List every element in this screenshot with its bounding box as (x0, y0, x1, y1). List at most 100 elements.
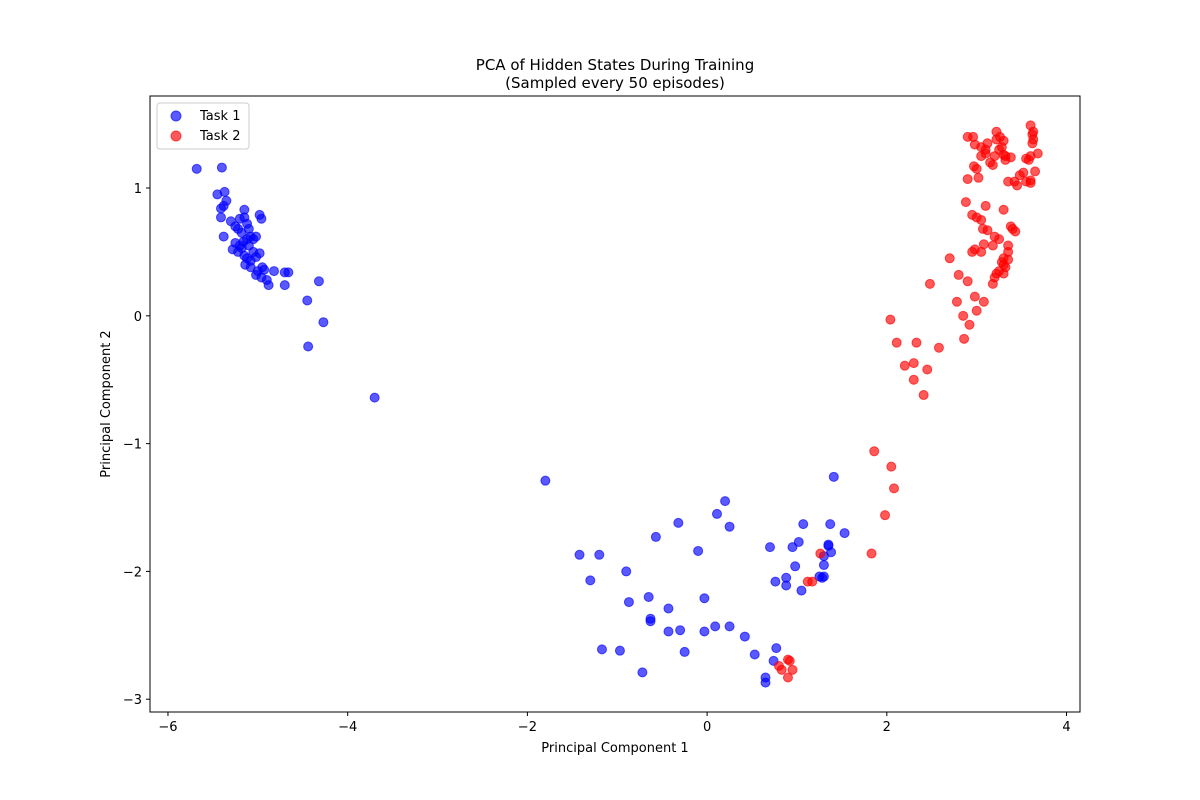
data-point-task-1 (219, 186, 230, 197)
data-points (191, 120, 1043, 688)
y-tick-label: −3 (123, 693, 142, 708)
data-point-task-2 (911, 337, 922, 348)
y-tick-label: 0 (134, 310, 142, 325)
data-point-task-1 (826, 547, 837, 558)
data-point-task-1 (251, 231, 262, 242)
data-point-task-2 (802, 576, 813, 587)
data-point-task-1 (218, 231, 229, 242)
data-point-task-1 (637, 667, 648, 678)
data-point-task-1 (699, 626, 710, 637)
data-point-task-1 (673, 517, 684, 528)
data-point-task-2 (776, 664, 787, 675)
data-point-task-2 (1032, 148, 1043, 159)
data-point-task-2 (1028, 126, 1039, 137)
data-point-task-2 (958, 310, 969, 321)
data-point-task-2 (908, 358, 919, 369)
data-point-task-2 (959, 333, 970, 344)
data-point-task-1 (318, 317, 329, 328)
legend-label-task-1: Task 1 (199, 109, 240, 124)
data-point-task-2 (922, 364, 933, 375)
data-point-task-1 (663, 603, 674, 614)
legend-label-task-2: Task 2 (199, 129, 240, 144)
data-point-task-1 (369, 392, 380, 403)
data-point-task-2 (964, 319, 975, 330)
y-tick-label: −2 (123, 565, 142, 580)
y-tick-label: −1 (123, 438, 142, 453)
axis-ticks: −6 −4 −2 0 2 4 −3 −2 −1 0 1 (123, 182, 1071, 735)
data-point-task-1 (828, 471, 839, 482)
data-point-task-2 (1023, 154, 1034, 165)
data-point-task-1 (218, 200, 229, 211)
data-point-task-2 (987, 160, 998, 171)
x-tick-label: −2 (518, 720, 537, 735)
data-point-task-2 (899, 360, 910, 371)
data-point-task-2 (1000, 154, 1011, 165)
data-point-task-1 (596, 644, 607, 655)
data-point-task-2 (978, 296, 989, 307)
data-point-task-1 (585, 575, 596, 586)
data-point-task-2 (924, 278, 935, 289)
data-point-task-1 (279, 280, 290, 291)
data-point-task-1 (623, 597, 634, 608)
data-point-task-2 (1012, 180, 1023, 191)
data-point-task-2 (933, 342, 944, 353)
data-point-task-2 (869, 446, 880, 457)
data-point-task-1 (216, 162, 227, 173)
data-point-task-2 (980, 200, 991, 211)
data-point-task-2 (998, 204, 1009, 215)
data-point-task-2 (1025, 175, 1036, 186)
data-point-task-1 (621, 566, 632, 577)
data-point-task-1 (818, 571, 829, 582)
data-point-task-1 (796, 585, 807, 596)
data-point-task-2 (891, 337, 902, 348)
data-point-task-1 (724, 621, 735, 632)
data-point-task-1 (594, 549, 605, 560)
data-point-task-2 (977, 223, 988, 234)
data-point-task-2 (976, 214, 987, 225)
data-point-task-1 (257, 262, 268, 273)
data-point-task-1 (825, 519, 836, 530)
data-point-task-1 (614, 645, 625, 656)
data-point-task-2 (994, 234, 1005, 245)
data-point-task-1 (215, 212, 226, 223)
data-point-task-2 (1003, 176, 1014, 187)
data-point-task-2 (1018, 167, 1029, 178)
x-tick-label: 2 (883, 720, 891, 735)
data-point-task-2 (886, 461, 897, 472)
data-point-task-1 (760, 677, 771, 688)
data-point-task-2 (973, 172, 984, 183)
data-point-task-2 (953, 269, 964, 280)
data-point-task-2 (969, 291, 980, 302)
data-point-task-2 (944, 253, 955, 264)
x-axis-label: Principal Component 1 (541, 741, 688, 756)
data-point-task-1 (302, 295, 313, 306)
data-point-task-2 (968, 161, 979, 172)
data-point-task-1 (781, 580, 792, 591)
legend: Task 1 Task 2 (156, 102, 250, 150)
data-point-task-2 (885, 314, 896, 325)
data-point-task-2 (784, 655, 795, 666)
data-point-task-2 (782, 672, 793, 683)
data-point-task-2 (998, 268, 1009, 279)
data-point-task-2 (978, 239, 989, 250)
data-point-task-1 (771, 643, 782, 654)
data-point-task-1 (313, 276, 324, 287)
x-tick-label: 4 (1062, 720, 1070, 735)
data-point-task-2 (908, 374, 919, 385)
data-point-task-2 (962, 276, 973, 287)
y-axis-label: Principal Component 2 (99, 330, 114, 477)
data-point-task-1 (650, 531, 661, 542)
data-point-task-2 (815, 548, 826, 559)
data-point-task-2 (960, 197, 971, 208)
legend-marker-task-1 (170, 110, 182, 122)
data-point-task-1 (643, 591, 654, 602)
x-tick-label: −4 (338, 720, 357, 735)
data-point-task-1 (283, 267, 294, 278)
data-point-task-2 (951, 296, 962, 307)
data-point-task-2 (995, 131, 1006, 142)
data-point-task-1 (254, 248, 265, 259)
data-point-task-2 (971, 305, 982, 316)
data-point-task-1 (256, 213, 267, 224)
data-point-task-2 (998, 259, 1009, 270)
data-point-task-1 (699, 593, 710, 604)
